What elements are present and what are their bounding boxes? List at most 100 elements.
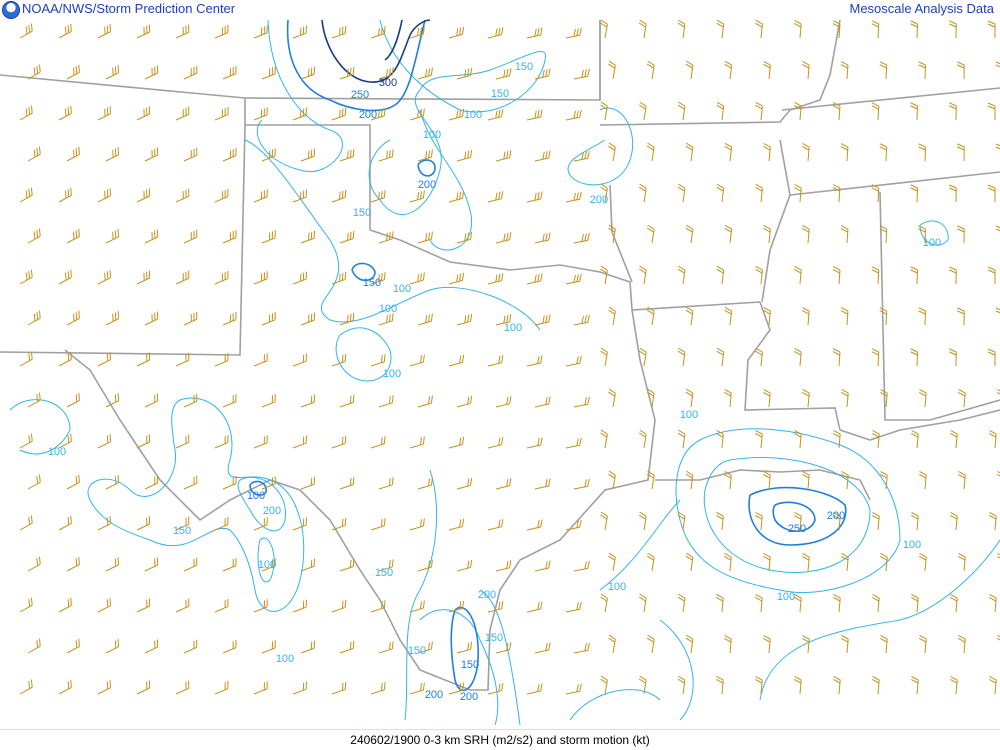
wind-barb [66,638,80,654]
wind-barb [495,232,512,244]
wind-barb [378,313,394,326]
contour-label: 150 [491,88,509,100]
contour-label: 100 [383,368,401,380]
wind-barb [19,23,33,39]
wind-barb [19,597,33,613]
wind-barb [300,312,316,326]
wind-barb [175,516,190,531]
wind-barb [331,517,347,531]
wind-barb [763,635,771,654]
wind-barb [292,681,308,695]
wind-barb [261,558,276,572]
wind-barb [495,478,512,490]
srh-contour-line [675,428,901,594]
wind-barb [832,266,841,285]
wind-barb [685,224,694,244]
wind-barb [487,109,504,121]
contour-label: 100 [247,490,265,502]
wind-barb [331,107,347,121]
wind-barb [794,594,802,613]
wind-barb [183,475,198,490]
wind-barb [997,553,1000,561]
wind-barb [911,512,919,531]
wind-barb [97,270,112,285]
wind-barb [339,312,355,326]
wind-barb [871,102,880,121]
wind-barb [573,560,590,572]
wind-barb [949,102,957,121]
wind-barb [573,642,590,654]
wind-barb [755,676,763,695]
wind-barb [97,680,112,695]
wind-barb [97,516,112,531]
wind-barb [949,20,957,39]
contour-label: 150 [408,645,426,657]
wind-barb [183,65,198,80]
wind-barb [716,676,724,695]
wind-barb [880,389,888,408]
wind-barb [646,470,655,490]
wind-barb [253,271,268,285]
contour-label: 100 [276,653,294,665]
wind-barb [794,20,802,39]
wind-barb [958,635,966,654]
wind-barb [27,64,41,80]
wind-barb [910,348,919,367]
wind-barb [339,394,355,408]
state-border [64,229,656,691]
wind-barb [677,675,686,695]
wind-barb [136,270,151,285]
wind-barb [997,635,1000,643]
wind-barb [833,594,841,613]
wind-barb [763,306,771,326]
state-border [0,124,246,356]
wind-barb [755,183,763,203]
wind-barb [841,471,849,490]
wind-barb [378,395,394,408]
wind-barb [105,475,120,490]
wind-barb [879,143,888,162]
wind-barb [957,225,965,244]
wind-barb [677,429,686,449]
wind-barb [911,676,919,695]
wind-barb [105,393,120,408]
wind-barb [841,635,849,654]
wind-barb [136,680,151,695]
wind-barb [378,149,394,162]
wind-barb [261,230,276,244]
srh-contour-line [450,606,479,692]
wind-barb [911,430,919,449]
contour-label: 200 [418,179,436,191]
contour-label: 200 [590,194,608,206]
wind-barb [989,594,997,613]
wind-barb [409,600,425,613]
wind-barb [495,560,512,572]
wind-barb [755,512,763,531]
wind-barb [802,553,810,572]
wind-barb [175,598,190,613]
wind-barb [685,142,694,162]
state-border [839,409,1000,441]
wind-barb [253,599,268,613]
wind-barb [19,269,33,285]
wind-barb [880,635,888,654]
contour-label: 100 [923,237,941,249]
wind-barb [66,556,80,572]
wind-barb [600,101,608,121]
state-border [631,301,761,311]
srh-contour-line [368,19,546,215]
wind-barb [253,107,268,121]
wind-barb [716,512,724,531]
wind-barb [716,19,725,39]
wind-barb [58,515,72,531]
contour-labels: 300 250 200 150 150 100 100 200 150 200 150 100 100 1… [48,61,941,703]
wind-barb [724,635,732,654]
wind-barb [755,347,763,367]
wind-barb [222,230,237,244]
srh-contour-line [759,539,1000,701]
wind-barb [997,389,1000,397]
srh-contour-line [87,397,305,612]
wind-barb [339,558,355,572]
wind-barb [378,477,394,490]
wind-barb [600,593,608,613]
